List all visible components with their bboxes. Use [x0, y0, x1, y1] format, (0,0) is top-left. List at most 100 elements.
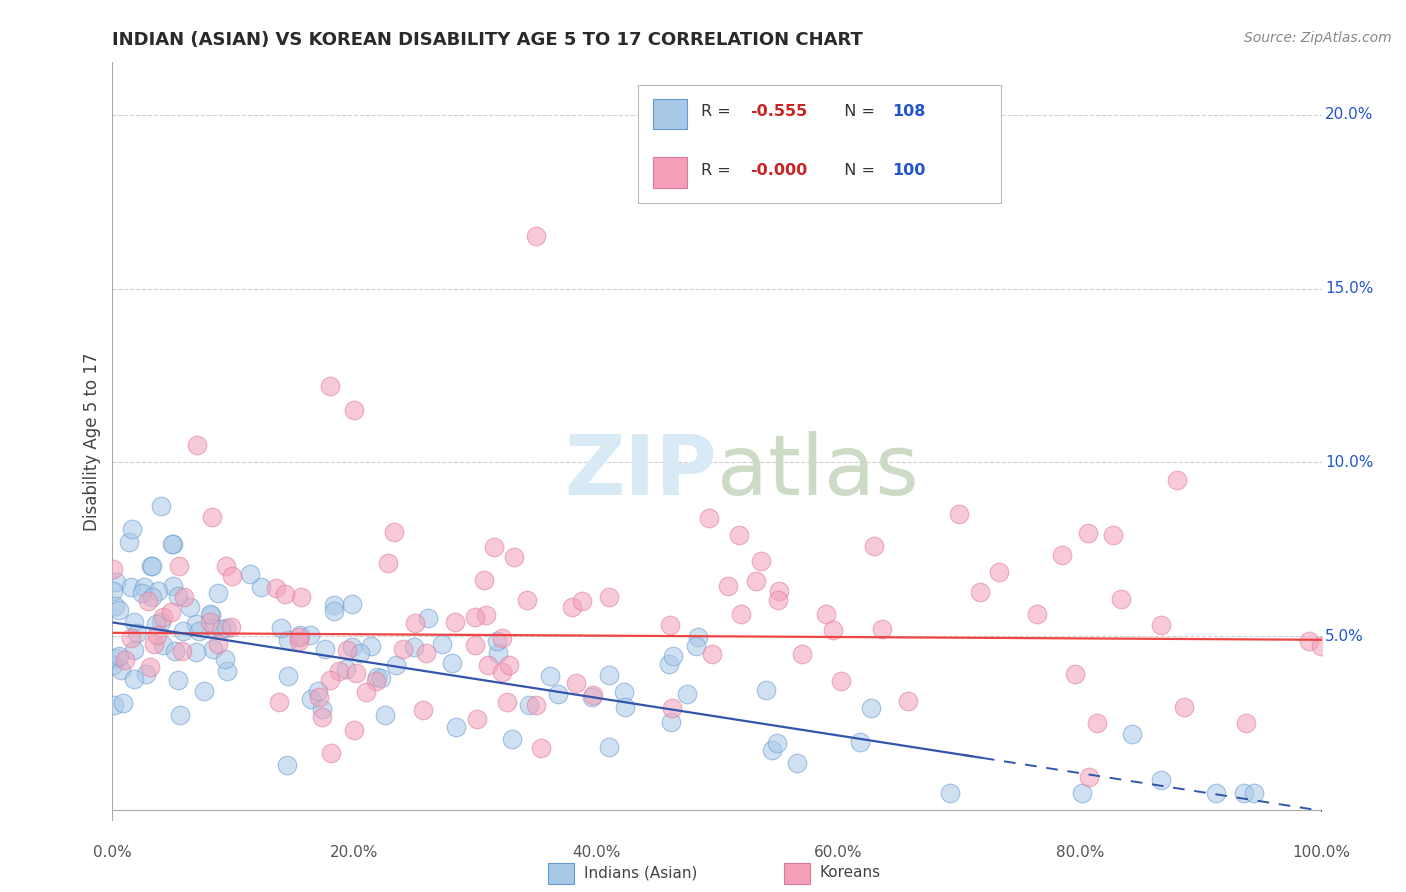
Point: [277, 669, 299, 683]
Text: 40.0%: 40.0%: [572, 845, 620, 860]
Point: [121, 522, 143, 536]
Point: [830, 673, 852, 688]
Point: [163, 644, 186, 658]
Point: [122, 642, 145, 657]
Point: [766, 593, 789, 607]
Point: [101, 561, 124, 575]
Point: [700, 647, 723, 661]
Point: [366, 670, 388, 684]
Point: [335, 662, 357, 676]
Point: [491, 665, 513, 679]
Point: [658, 657, 681, 671]
Point: [472, 573, 495, 587]
FancyBboxPatch shape: [638, 85, 1001, 202]
Point: [343, 723, 366, 737]
Point: [765, 736, 787, 750]
Point: [598, 739, 620, 754]
Point: [1109, 591, 1132, 606]
Point: [311, 709, 333, 723]
Point: [207, 586, 229, 600]
Point: [524, 698, 547, 713]
Point: [354, 684, 377, 698]
Point: [516, 593, 538, 607]
Point: [402, 640, 425, 654]
Point: [465, 712, 488, 726]
Point: [120, 631, 142, 645]
Point: [370, 671, 392, 685]
Point: [685, 639, 707, 653]
Point: [501, 732, 523, 747]
Point: [145, 616, 167, 631]
Point: [169, 707, 191, 722]
Point: [167, 558, 190, 573]
Point: [412, 703, 434, 717]
Point: [343, 403, 366, 417]
Point: [1085, 716, 1108, 731]
Point: [498, 658, 520, 673]
Point: [112, 696, 135, 710]
Point: [134, 580, 156, 594]
FancyBboxPatch shape: [548, 863, 575, 884]
Y-axis label: Disability Age 5 to 17: Disability Age 5 to 17: [83, 352, 101, 531]
Point: [167, 590, 190, 604]
Point: [969, 585, 991, 599]
Point: [443, 615, 465, 629]
Point: [219, 620, 242, 634]
Point: [582, 689, 605, 703]
Text: Source: ZipAtlas.com: Source: ZipAtlas.com: [1244, 31, 1392, 45]
Point: [110, 663, 132, 677]
Point: [127, 625, 149, 640]
Point: [124, 615, 146, 629]
Point: [432, 637, 454, 651]
Point: [105, 575, 128, 590]
Point: [730, 607, 752, 622]
Point: [486, 646, 509, 660]
Point: [377, 556, 399, 570]
Text: 20.0%: 20.0%: [1326, 107, 1374, 122]
Point: [547, 688, 569, 702]
Point: [491, 631, 513, 645]
Point: [239, 567, 262, 582]
Point: [598, 591, 620, 605]
Point: [717, 579, 740, 593]
Point: [987, 565, 1010, 579]
Point: [749, 554, 772, 568]
Point: [659, 618, 682, 632]
Point: [1150, 618, 1173, 632]
Point: [149, 499, 172, 513]
Point: [823, 623, 845, 637]
Point: [160, 536, 183, 550]
Point: [661, 700, 683, 714]
Point: [150, 615, 173, 629]
Point: [939, 786, 962, 800]
Text: 10.0%: 10.0%: [1326, 455, 1374, 470]
Point: [464, 610, 486, 624]
Text: N =: N =: [834, 162, 880, 178]
Point: [1234, 716, 1257, 731]
Point: [1025, 607, 1047, 621]
Text: 0.0%: 0.0%: [93, 845, 132, 860]
Point: [1050, 548, 1073, 562]
Text: Indians (Asian): Indians (Asian): [583, 865, 697, 880]
Point: [314, 642, 336, 657]
Point: [307, 683, 329, 698]
Point: [440, 656, 463, 670]
Text: 60.0%: 60.0%: [814, 845, 862, 860]
Point: [152, 638, 174, 652]
Point: [143, 637, 166, 651]
Point: [323, 604, 346, 618]
Point: [105, 650, 128, 665]
Point: [104, 599, 127, 613]
FancyBboxPatch shape: [783, 863, 810, 884]
Text: 5.0%: 5.0%: [1326, 629, 1364, 644]
Text: N =: N =: [834, 104, 880, 120]
Point: [141, 590, 163, 604]
Text: INDIAN (ASIAN) VS KOREAN DISABILITY AGE 5 TO 17 CORRELATION CHART: INDIAN (ASIAN) VS KOREAN DISABILITY AGE …: [112, 31, 863, 49]
Point: [1101, 528, 1123, 542]
FancyBboxPatch shape: [652, 99, 688, 129]
Point: [581, 690, 603, 705]
Point: [131, 585, 153, 599]
Point: [948, 507, 970, 521]
Point: [598, 667, 620, 681]
Point: [517, 698, 540, 712]
